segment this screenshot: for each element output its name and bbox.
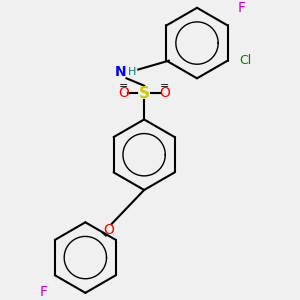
Text: O: O (103, 223, 114, 237)
Text: O: O (159, 86, 170, 100)
Text: F: F (40, 285, 48, 299)
Text: Cl: Cl (240, 54, 252, 67)
Text: S: S (139, 85, 150, 100)
Text: O: O (118, 86, 129, 100)
Text: =: = (119, 81, 128, 91)
Text: F: F (238, 2, 246, 15)
Text: H: H (128, 68, 136, 77)
Text: =: = (160, 81, 169, 91)
Text: N: N (115, 65, 126, 80)
